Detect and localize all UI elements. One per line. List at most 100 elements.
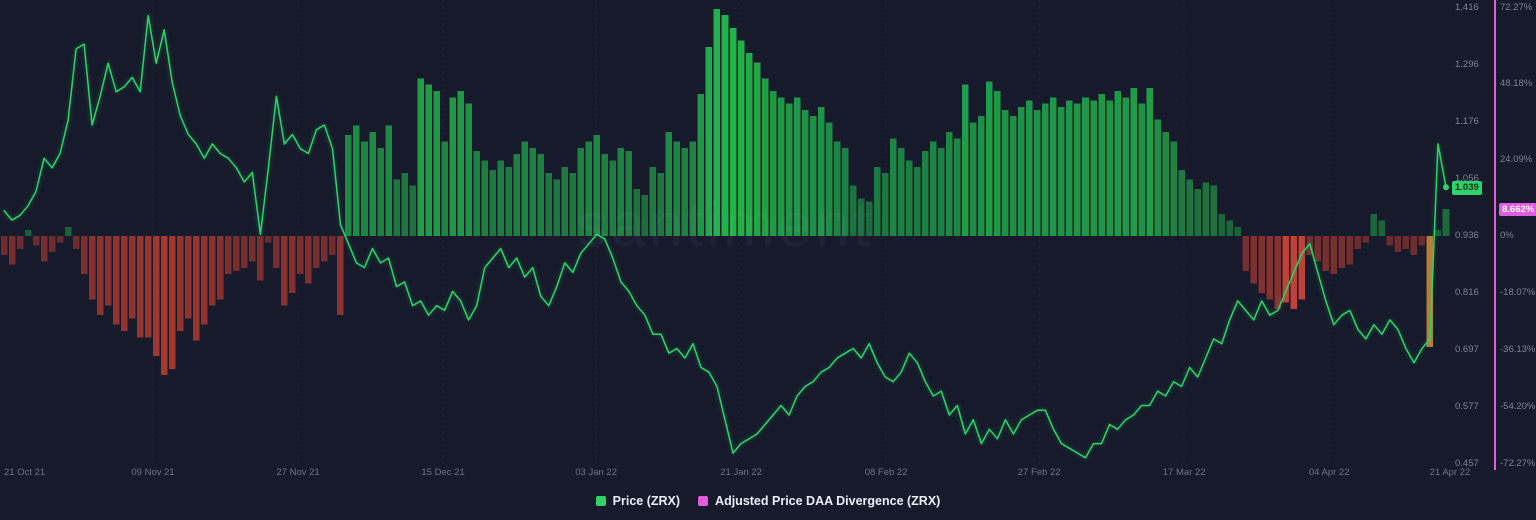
divergence-bar[interactable] (209, 236, 216, 306)
divergence-bar[interactable] (112, 236, 120, 325)
divergence-bar[interactable] (321, 236, 328, 262)
divergence-bar[interactable] (40, 236, 48, 262)
divergence-bar[interactable] (1122, 97, 1129, 237)
divergence-bar[interactable] (817, 106, 825, 237)
legend-item-price[interactable]: Price (ZRX) (595, 494, 680, 508)
divergence-bar[interactable] (120, 236, 128, 331)
divergence-bar[interactable] (721, 15, 729, 237)
divergence-bar[interactable] (833, 141, 841, 237)
divergence-bar[interactable] (657, 173, 665, 237)
divergence-bar[interactable] (457, 90, 464, 237)
divergence-bar[interactable] (1210, 185, 1217, 237)
divergence-bar[interactable] (545, 173, 553, 237)
divergence-bar[interactable] (569, 173, 577, 237)
divergence-bar[interactable] (1338, 236, 1346, 268)
divergence-bar[interactable] (1250, 236, 1257, 284)
divergence-bar[interactable] (729, 27, 737, 237)
divergence-bar[interactable] (401, 173, 408, 237)
divergence-bar[interactable] (1282, 236, 1290, 303)
divergence-bar[interactable] (745, 53, 753, 237)
divergence-bar[interactable] (625, 150, 633, 237)
divergence-bar[interactable] (1386, 236, 1394, 246)
divergence-bar[interactable] (881, 173, 889, 237)
divergence-bar[interactable] (1114, 90, 1121, 237)
divergence-bar[interactable] (577, 147, 585, 237)
divergence-bar[interactable] (1362, 236, 1370, 243)
divergence-bar[interactable] (144, 236, 152, 338)
divergence-bar[interactable] (497, 160, 504, 237)
divergence-bar[interactable] (705, 46, 713, 237)
divergence-bar[interactable] (994, 90, 1001, 237)
divergence-bar[interactable] (1058, 106, 1065, 237)
divergence-bar[interactable] (1354, 236, 1362, 249)
divergence-bar[interactable] (1010, 116, 1017, 237)
divergence-bar[interactable] (104, 236, 112, 306)
divergence-bar[interactable] (8, 236, 16, 265)
divergence-bar[interactable] (1082, 97, 1089, 237)
divergence-bar[interactable] (1034, 109, 1041, 237)
divergence-bar[interactable] (1074, 103, 1081, 237)
divergence-bar[interactable] (1274, 236, 1282, 309)
divergence-bar[interactable] (313, 236, 320, 268)
divergence-bar[interactable] (160, 236, 168, 376)
divergence-bar[interactable] (168, 236, 176, 369)
divergence-bar[interactable] (825, 122, 833, 237)
divergence-bar[interactable] (1130, 87, 1137, 237)
divergence-bar[interactable] (48, 236, 56, 253)
divergence-bar[interactable] (329, 236, 336, 256)
divergence-bar[interactable] (914, 166, 921, 237)
divergence-bar[interactable] (922, 150, 929, 237)
divergence-bar[interactable] (553, 179, 561, 237)
divergence-bar[interactable] (1042, 103, 1049, 237)
divergence-bar[interactable] (1026, 100, 1033, 237)
divergence-bar[interactable] (1234, 226, 1241, 237)
divergence-bar[interactable] (809, 116, 817, 237)
divergence-bar[interactable] (761, 78, 769, 237)
divergence-bar[interactable] (449, 97, 456, 237)
divergence-bar[interactable] (841, 147, 849, 237)
divergence-bar[interactable] (64, 226, 72, 237)
divergence-bar[interactable] (665, 132, 673, 237)
divergence-bar[interactable] (905, 160, 913, 237)
divergence-bar[interactable] (1426, 236, 1434, 347)
divergence-bar[interactable] (393, 179, 400, 237)
legend-item-divergence[interactable]: Adjusted Price DAA Divergence (ZRX) (698, 494, 940, 508)
divergence-bar[interactable] (505, 166, 512, 237)
divergence-bar[interactable] (353, 125, 360, 237)
divergence-bar[interactable] (1194, 188, 1201, 237)
divergence-bar[interactable] (617, 147, 625, 237)
divergence-bar[interactable] (1330, 236, 1338, 275)
divergence-bar[interactable] (201, 236, 208, 325)
divergence-bar[interactable] (1090, 100, 1097, 237)
divergence-bar[interactable] (217, 236, 224, 300)
divergence-bar[interactable] (857, 198, 865, 237)
divergence-bar[interactable] (1266, 236, 1274, 300)
divergence-bar[interactable] (1410, 236, 1418, 256)
divergence-bar[interactable] (1226, 220, 1233, 237)
divergence-bar[interactable] (0, 236, 8, 256)
divergence-bar[interactable] (529, 147, 536, 237)
divergence-bar[interactable] (713, 8, 721, 237)
divergence-bar[interactable] (241, 236, 248, 268)
divergence-bar[interactable] (737, 40, 745, 237)
divergence-bar[interactable] (425, 84, 432, 237)
divergence-bar[interactable] (537, 154, 545, 237)
divergence-bar[interactable] (1442, 208, 1450, 237)
divergence-bar[interactable] (601, 154, 609, 237)
divergence-bar[interactable] (521, 141, 528, 237)
divergence-bar[interactable] (56, 236, 64, 243)
divergence-bar[interactable] (24, 229, 32, 237)
divergence-bar[interactable] (769, 90, 777, 237)
divergence-bar[interactable] (345, 135, 352, 237)
divergence-bar[interactable] (1050, 97, 1057, 237)
divergence-bar[interactable] (1298, 236, 1306, 300)
divergence-bar[interactable] (337, 236, 344, 316)
divergence-bar[interactable] (849, 185, 857, 237)
divergence-bar[interactable] (88, 236, 96, 300)
divergence-bar[interactable] (193, 236, 200, 341)
divergence-bar[interactable] (1346, 236, 1354, 265)
divergence-bar[interactable] (369, 132, 376, 237)
divergence-bar[interactable] (585, 141, 593, 237)
divergence-bar[interactable] (1178, 169, 1185, 237)
divergence-bar[interactable] (633, 188, 641, 237)
